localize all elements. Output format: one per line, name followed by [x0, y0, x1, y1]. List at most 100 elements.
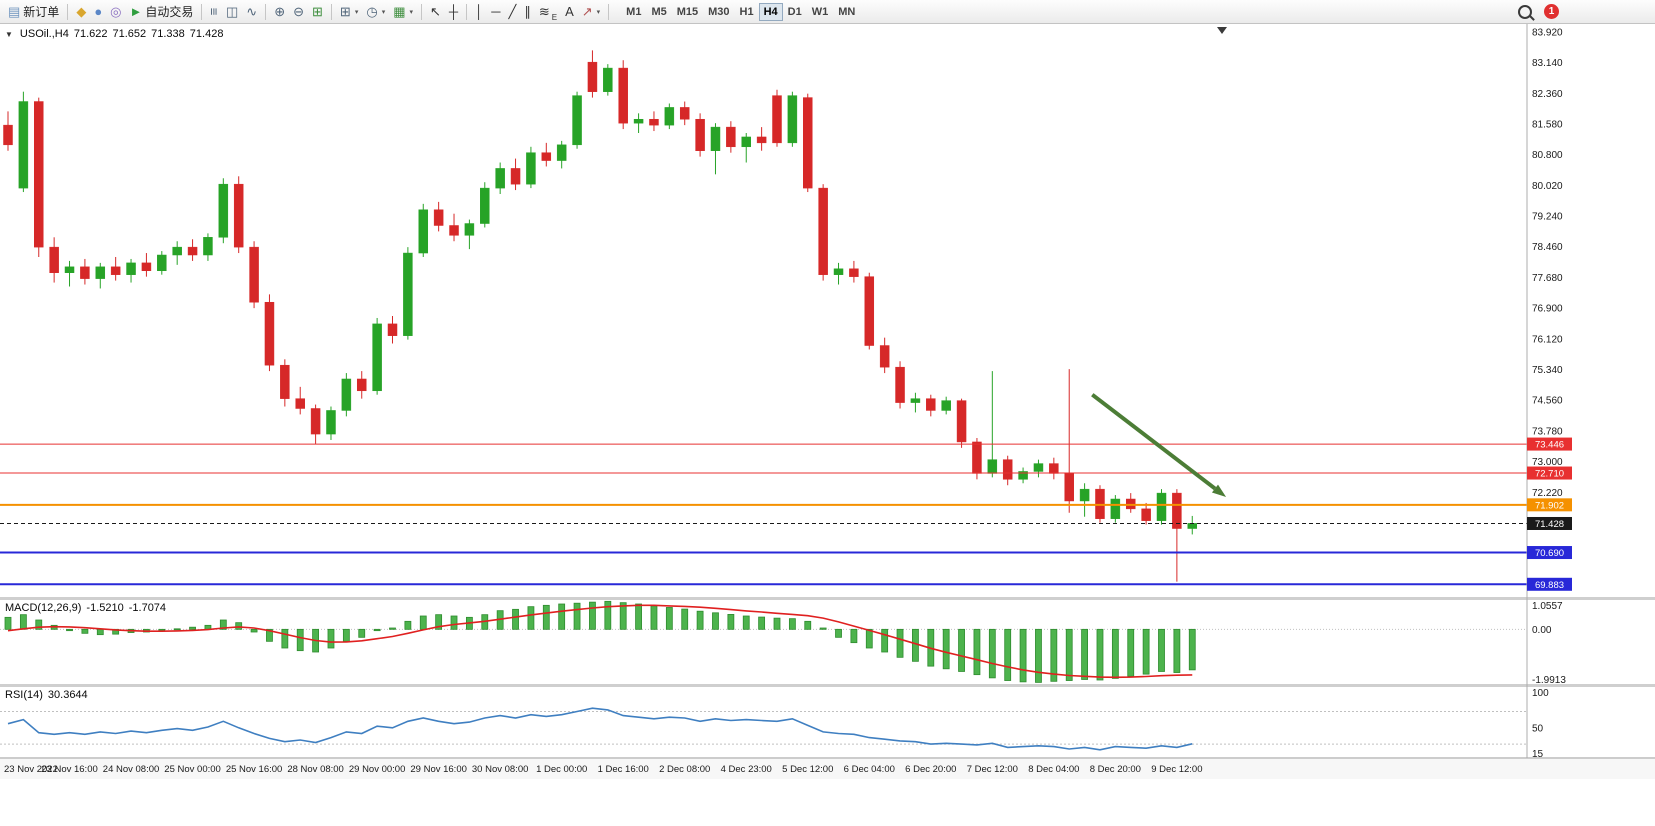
- channel-icon: ∥: [524, 4, 531, 19]
- macd-histogram-bar: [1004, 628, 1012, 681]
- macd-histogram-bar: [404, 620, 412, 630]
- zoom-in-button[interactable]: ⊕: [270, 2, 289, 22]
- candle: [464, 219, 475, 250]
- timeframe-w1[interactable]: W1: [807, 3, 834, 21]
- timeframe-d1[interactable]: D1: [783, 3, 807, 21]
- candle: [1187, 515, 1198, 535]
- trend-arrow-annotation[interactable]: [1091, 393, 1227, 498]
- price-axis-tick: 74.560: [1532, 396, 1563, 407]
- notification-badge[interactable]: 1: [1544, 4, 1559, 19]
- cursor-button[interactable]: ↖: [426, 2, 445, 22]
- candle: [172, 241, 182, 265]
- price-axis-tick: 80.800: [1532, 150, 1563, 161]
- timeframe-m5[interactable]: M5: [646, 3, 671, 21]
- candle: [203, 233, 213, 261]
- community-button[interactable]: ●: [90, 2, 106, 22]
- timeframe-m15[interactable]: M15: [672, 3, 703, 21]
- timeframe-h4[interactable]: H4: [758, 2, 783, 21]
- macd-histogram-bar: [881, 628, 889, 653]
- candle: [833, 262, 844, 285]
- candle: [480, 182, 490, 228]
- chart-canvas[interactable]: 83.920 83.140 82.360 81.580 80.800 80.020 79.2…: [0, 24, 1655, 826]
- indicators-button[interactable]: ▦ ▾: [389, 2, 417, 22]
- new-chart-button[interactable]: ⊞ ▾: [336, 2, 362, 22]
- zoom-out-icon: ⊖: [293, 4, 305, 19]
- macd-histogram-bar: [835, 628, 842, 638]
- profiles-button[interactable]: ◷ ▾: [362, 2, 389, 22]
- time-axis-strip[interactable]: [0, 759, 1655, 779]
- tile-windows-button[interactable]: ⊞: [308, 2, 327, 22]
- fibonacci-button[interactable]: ≋ E: [535, 2, 561, 22]
- macd-histogram-bar: [942, 628, 950, 670]
- candle: [64, 260, 75, 287]
- candle: [264, 294, 275, 372]
- search-icon[interactable]: [1518, 4, 1532, 19]
- pane-separator[interactable]: [0, 597, 1655, 600]
- text-button[interactable]: A: [561, 2, 578, 22]
- candle: [803, 93, 813, 193]
- time-axis-label: 6 Dec 04:00: [844, 764, 895, 775]
- macd-histogram-bar: [373, 628, 381, 632]
- macd-histogram-bar: [19, 614, 27, 630]
- macd-histogram-bar: [1081, 628, 1088, 680]
- price-axis-tick: 76.900: [1532, 304, 1563, 315]
- candle: [249, 241, 259, 309]
- toolbar-separator: [466, 3, 468, 20]
- candle: [141, 253, 152, 277]
- macd-histogram-bar: [266, 628, 273, 642]
- macd-histogram-bar: [4, 616, 12, 630]
- macd-histogram-bar: [681, 608, 689, 630]
- candle: [356, 371, 367, 399]
- macd-histogram-bar: [358, 628, 366, 638]
- chart-shift-marker-icon: [1217, 27, 1227, 34]
- macd-axis-tick: 1.0557: [1532, 601, 1563, 612]
- new-order-button[interactable]: ▤ 新订单: [4, 2, 63, 22]
- vertical-line-button[interactable]: │: [471, 2, 487, 22]
- macd-histogram-bar: [650, 605, 658, 630]
- bar-chart-button[interactable]: ≡: [206, 2, 222, 22]
- zoom-out-button[interactable]: ⊖: [289, 2, 308, 22]
- price-axis-tick: 83.140: [1532, 58, 1563, 69]
- ohlc-open: 71.622: [73, 28, 108, 40]
- candle: [756, 127, 767, 151]
- new-chart-icon: ⊞: [339, 4, 351, 19]
- macd-histogram-bar: [1096, 628, 1104, 681]
- toolbar-items: ▤ 新订单 ◆ ● ◎ ► 自动交易 ≡ ◫ ∿ ⊕ ⊖ ⊞ ⊞ ▾ ◷ ▾ ▦ ▾ ↖ ┼ │ ─ ╱ ∥ ≋ E A ↗ ▾: [4, 2, 613, 22]
- price-axis-tick: 79.240: [1532, 212, 1563, 223]
- metaeditor-button[interactable]: ◆: [72, 2, 90, 22]
- line-chart-button[interactable]: ∿: [242, 2, 261, 22]
- dropdown-arrow-icon: ▾: [409, 8, 414, 16]
- time-axis-label: 4 Dec 23:00: [721, 764, 772, 775]
- toolbar-separator: [67, 3, 69, 20]
- macd-histogram-bar: [66, 628, 73, 632]
- one-click-expander-icon[interactable]: ▼: [5, 29, 13, 39]
- price-axis[interactable]: 83.920 83.140 82.360 81.580 80.800 80.020 79.2…: [1526, 24, 1566, 760]
- ohlc-low: 71.338: [151, 28, 185, 40]
- chart-window[interactable]: 83.920 83.140 82.360 81.580 80.800 80.020 79.2…: [0, 24, 1655, 826]
- candle: [418, 203, 429, 257]
- main-toolbar: ▤ 新订单 ◆ ● ◎ ► 自动交易 ≡ ◫ ∿ ⊕ ⊖ ⊞ ⊞ ▾ ◷ ▾ ▦ ▾ ↖ ┼ │ ─ ╱ ∥ ≋ E A ↗ ▾ M1 M5…: [0, 0, 1655, 24]
- arrows-button[interactable]: ↗ ▾: [578, 2, 604, 22]
- horizontal-line-button[interactable]: ─: [487, 2, 504, 22]
- channel-button[interactable]: ∥: [520, 2, 535, 22]
- timeframe-h1[interactable]: H1: [735, 3, 759, 21]
- pane-separator[interactable]: [0, 684, 1655, 687]
- crosshair-icon: ┼: [448, 4, 459, 19]
- candle: [326, 406, 336, 440]
- marketplace-button[interactable]: ◎: [106, 2, 125, 22]
- candles-layer: [3, 50, 1198, 582]
- timeframe-m30[interactable]: M30: [703, 3, 734, 21]
- time-axis-label: 1 Dec 00:00: [536, 764, 587, 775]
- macd-histogram-bar: [758, 616, 766, 630]
- toolbar-separator: [421, 3, 423, 20]
- timeframe-m1[interactable]: M1: [621, 3, 646, 21]
- svg-text:69.883: 69.883: [1535, 580, 1564, 591]
- crosshair-button[interactable]: ┼: [445, 2, 462, 22]
- new-order-icon: ▤: [8, 4, 21, 19]
- timeframe-mn[interactable]: MN: [833, 3, 860, 21]
- algo-trading-button[interactable]: ► 自动交易: [126, 2, 198, 22]
- trendline-button[interactable]: ╱: [504, 2, 520, 22]
- candle: [1049, 457, 1059, 480]
- candle-chart-button[interactable]: ◫: [222, 2, 242, 22]
